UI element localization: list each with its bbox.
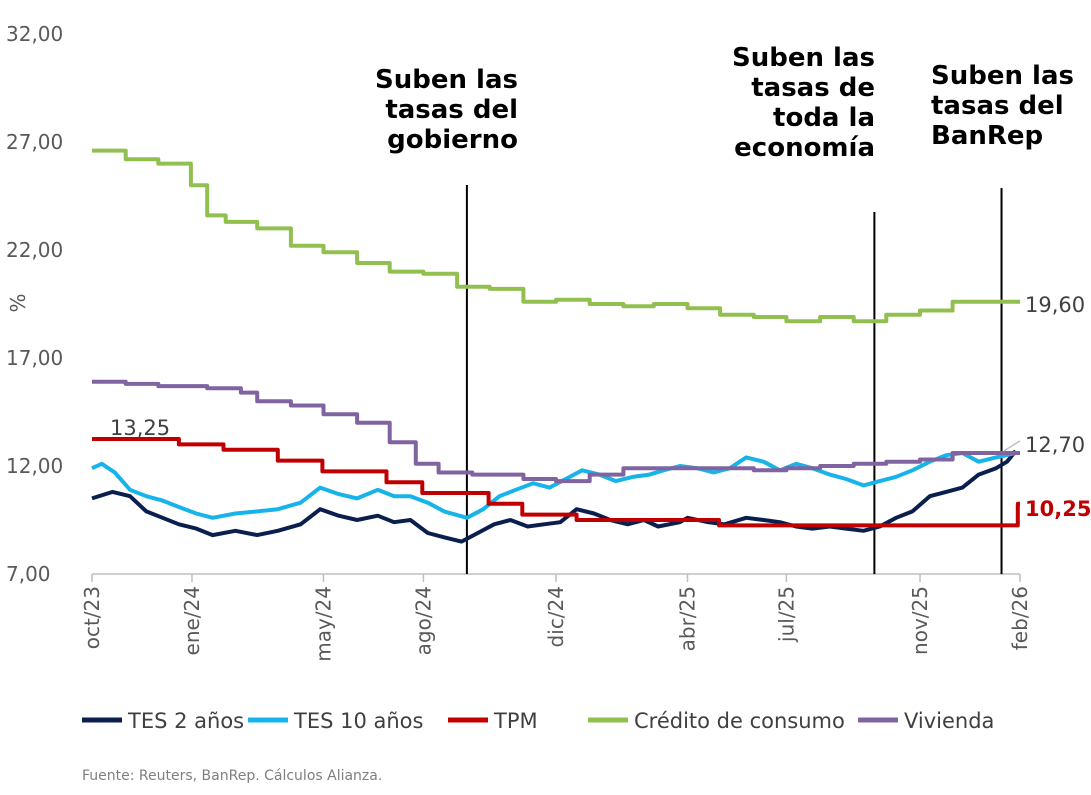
- annotations: 13,25 19,60 12,70 10,25: [110, 293, 1091, 521]
- event-label: economía: [734, 133, 875, 163]
- x-tick-label: abr/25: [675, 586, 699, 651]
- series-lines: [91, 148, 1020, 544]
- event-label: tasas de: [751, 73, 875, 103]
- series-line-tes-10-a-os: [91, 451, 1017, 520]
- series-line-vivienda: [92, 379, 1020, 484]
- series-line-cr-dito-de-consumo: [92, 148, 1020, 324]
- value-label: 12,70: [1025, 433, 1085, 457]
- x-tick-label: feb/26: [1008, 586, 1032, 650]
- legend-label: Vivienda: [904, 709, 994, 733]
- event-label: toda la: [773, 103, 875, 133]
- legend-label: TES 10 años: [293, 709, 423, 733]
- y-tick-label: 7,00: [6, 562, 51, 586]
- event-label: Suben las: [931, 61, 1074, 91]
- y-ticks: 32,00 27,00 22,00 17,00 12,00 7,00: [6, 22, 63, 586]
- series-line-tpm: [92, 437, 1020, 528]
- legend-label: TES 2 años: [127, 709, 244, 733]
- leader-line: [1003, 440, 1021, 452]
- y-axis-label: %: [6, 293, 30, 312]
- x-tick-label: ago/24: [411, 586, 435, 655]
- x-tick-label: dic/24: [544, 586, 568, 647]
- x-tick-label: ene/24: [180, 586, 204, 655]
- event-label: tasas del: [931, 91, 1064, 121]
- legend: TES 2 años TES 10 años TPM Crédito de consu…: [82, 709, 994, 733]
- event-label: tasas del: [385, 95, 518, 125]
- x-tick-label: oct/23: [80, 586, 104, 649]
- legend-label: Crédito de consumo: [634, 709, 845, 733]
- source-note: Fuente: Reuters, BanRep. Cálculos Alianz…: [82, 768, 382, 784]
- y-tick-label: 32,00: [6, 22, 63, 46]
- legend-label: TPM: [493, 709, 538, 733]
- event-label: Suben las: [732, 43, 875, 73]
- y-tick-label: 22,00: [6, 238, 63, 262]
- event-label: BanRep: [931, 121, 1043, 151]
- value-label: 10,25: [1025, 497, 1091, 521]
- x-axis: oct/23 ene/24 may/24 ago/24 dic/24 abr/25 jul/…: [80, 573, 1032, 662]
- y-tick-label: 12,00: [6, 454, 63, 478]
- x-tick-label: may/24: [311, 586, 335, 662]
- event-label: gobierno: [387, 125, 518, 155]
- y-tick-label: 17,00: [6, 346, 63, 370]
- value-label: 13,25: [110, 416, 170, 440]
- x-tick-label: jul/25: [774, 586, 798, 643]
- value-label: 19,60: [1025, 293, 1085, 317]
- y-tick-label: 27,00: [6, 130, 63, 154]
- x-tick-label: nov/25: [908, 586, 932, 655]
- event-label: Suben las: [375, 65, 518, 95]
